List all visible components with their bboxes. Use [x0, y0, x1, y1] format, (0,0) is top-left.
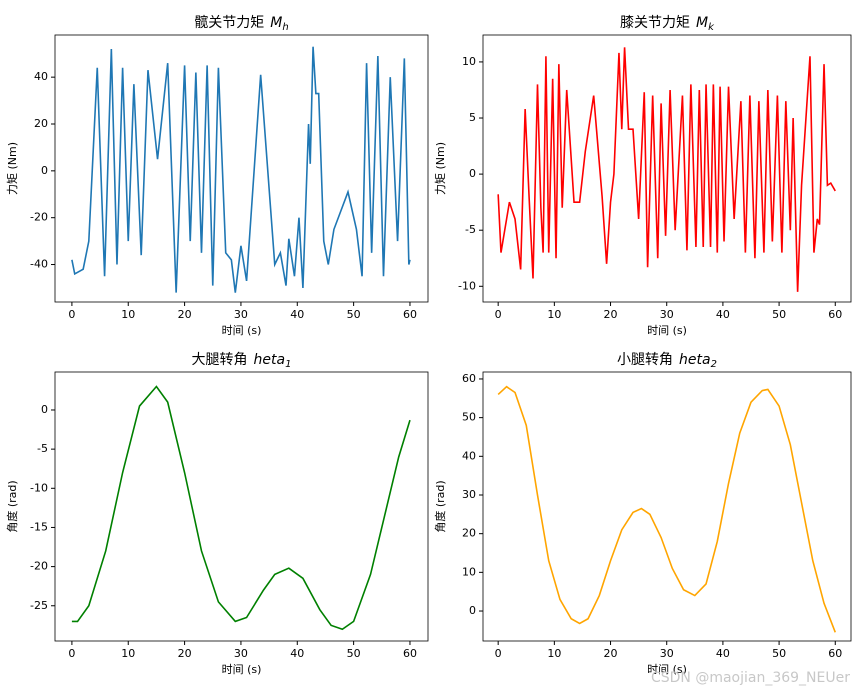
x-tick-label: 50: [772, 647, 786, 660]
x-tick-label: 40: [290, 308, 304, 321]
x-tick-label: 0: [495, 647, 502, 660]
y-tick-label: -5: [37, 442, 48, 455]
title-math: heta: [254, 352, 286, 368]
y-tick-label: 10: [462, 55, 476, 68]
x-tick-label: 10: [547, 308, 561, 321]
chart-title: 髋关节力矩 Mh: [194, 14, 288, 33]
y-tick-label: -25: [30, 599, 48, 612]
y-axis-label: 力矩 (Nm): [6, 142, 19, 195]
y-tick-label: 0: [469, 604, 476, 617]
x-tick-label: 60: [828, 647, 842, 660]
y-tick-label: -5: [465, 223, 476, 236]
y-tick-label: 60: [462, 372, 476, 385]
chart-title: 大腿转角 heta1: [192, 352, 292, 370]
title-math: M: [696, 15, 708, 31]
y-tick-label: 0: [469, 167, 476, 180]
x-axis-label: 时间 (s): [222, 324, 262, 337]
watermark: CSDN @maojian_369_NEUer: [651, 670, 850, 686]
x-tick-label: 20: [178, 647, 192, 660]
y-tick-label: 0: [41, 164, 48, 177]
y-tick-label: 50: [462, 411, 476, 424]
x-axis-label: 时间 (s): [647, 324, 687, 337]
y-tick-label: 40: [462, 449, 476, 462]
x-tick-label: 30: [660, 308, 674, 321]
x-tick-label: 20: [178, 308, 192, 321]
y-tick-label: -15: [30, 520, 48, 533]
y-tick-label: 5: [469, 111, 476, 124]
y-axis-label: 力矩 (Nm): [434, 142, 447, 195]
title-math: M: [270, 15, 282, 31]
x-tick-label: 10: [547, 647, 561, 660]
x-tick-label: 20: [604, 647, 618, 660]
title-text: 髋关节力矩: [194, 14, 264, 31]
y-tick-label: 20: [462, 527, 476, 540]
chart-title: 膝关节力矩 Mk: [620, 15, 715, 33]
title-text: 大腿转角: [192, 352, 248, 368]
x-tick-label: 20: [604, 308, 618, 321]
x-tick-label: 0: [68, 647, 75, 660]
y-tick-label: -10: [458, 279, 476, 292]
y-tick-label: 10: [462, 565, 476, 578]
axes-frame: [54, 34, 429, 303]
x-tick-label: 50: [347, 308, 361, 321]
line: [497, 47, 836, 292]
y-axis-label: 角度 (rad): [5, 480, 19, 532]
x-tick-label: 60: [403, 647, 417, 660]
axes-frame: [482, 371, 852, 642]
axes-frame: [54, 371, 429, 642]
y-axis-label: 角度 (rad): [433, 480, 447, 532]
x-tick-label: 50: [347, 647, 361, 660]
x-axis-label: 时间 (s): [647, 663, 687, 676]
x-tick-label: 40: [290, 647, 304, 660]
y-tick-label: 0: [41, 403, 48, 416]
x-tick-label: 50: [772, 308, 786, 321]
x-tick-label: 40: [716, 308, 730, 321]
y-tick-label: -10: [30, 481, 48, 494]
y-tick-label: 40: [34, 70, 48, 83]
line: [71, 46, 411, 293]
y-tick-label: 30: [462, 488, 476, 501]
title-sub: h: [282, 22, 288, 33]
x-tick-label: 0: [68, 308, 75, 321]
line: [71, 385, 411, 631]
title-math: heta: [679, 352, 711, 368]
x-tick-label: 60: [828, 308, 842, 321]
x-tick-label: 10: [121, 308, 135, 321]
x-tick-label: 30: [234, 647, 248, 660]
title-sub: k: [708, 22, 715, 33]
y-tick-label: -20: [30, 211, 48, 224]
y-tick-label: 20: [34, 117, 48, 130]
y-tick-label: -20: [30, 560, 48, 573]
axes-frame: [482, 34, 852, 303]
x-tick-label: 40: [716, 647, 730, 660]
line: [497, 385, 837, 633]
chart-title: 小腿转角 heta2: [617, 352, 717, 370]
title-text: 小腿转角: [617, 352, 673, 368]
x-tick-label: 60: [403, 308, 417, 321]
x-tick-label: 30: [234, 308, 248, 321]
x-tick-label: 30: [660, 647, 674, 660]
x-tick-label: 10: [121, 647, 135, 660]
x-tick-label: 0: [495, 308, 502, 321]
title-sub: 1: [285, 359, 291, 370]
y-tick-label: -40: [30, 258, 48, 271]
title-text: 膝关节力矩: [620, 15, 690, 31]
x-axis-label: 时间 (s): [222, 663, 262, 676]
title-sub: 2: [711, 359, 717, 370]
